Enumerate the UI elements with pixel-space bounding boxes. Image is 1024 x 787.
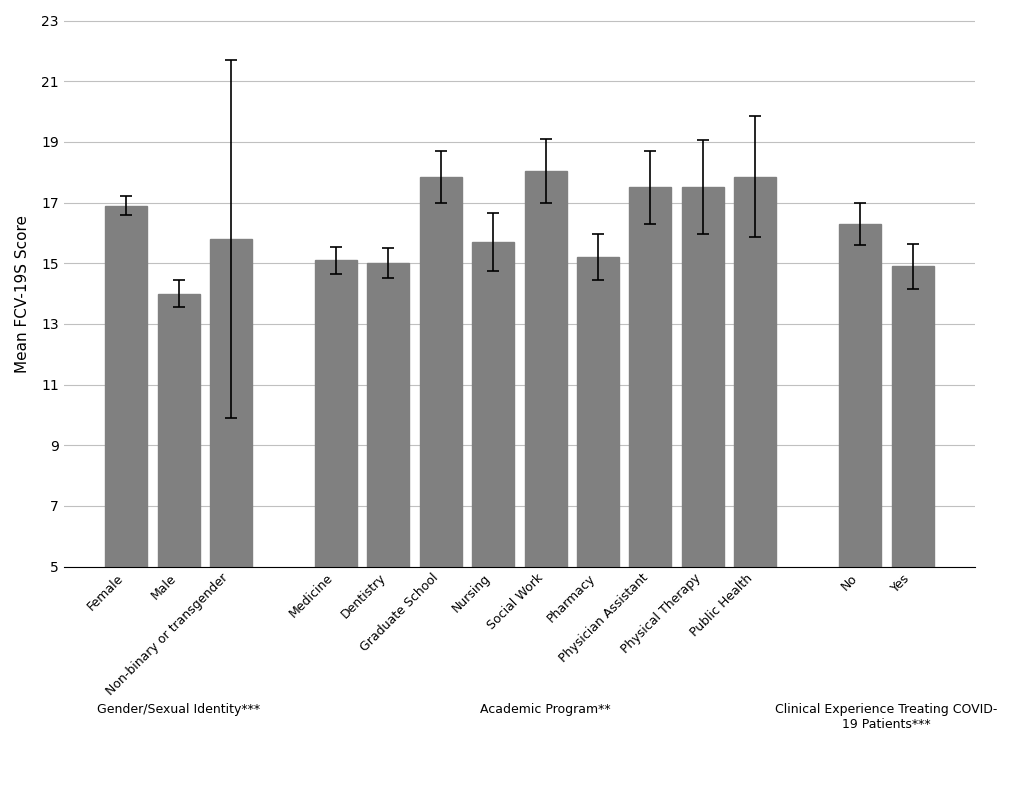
Bar (840, 224, 881, 719)
Text: Clinical Experience Treating COVID-
19 Patients***: Clinical Experience Treating COVID- 19 P… (775, 703, 997, 731)
Bar (210, 239, 252, 719)
Text: Academic Program**: Academic Program** (480, 703, 611, 716)
Bar (420, 177, 462, 719)
Bar (578, 257, 618, 719)
Bar (734, 177, 776, 719)
Bar (892, 266, 934, 719)
Bar (472, 242, 514, 719)
Bar (368, 263, 410, 719)
Bar (105, 205, 147, 719)
Bar (630, 187, 672, 719)
Bar (524, 171, 566, 719)
Bar (314, 260, 356, 719)
Bar (158, 294, 200, 719)
Text: Gender/Sexual Identity***: Gender/Sexual Identity*** (97, 703, 260, 716)
Bar (682, 187, 724, 719)
Y-axis label: Mean FCV-19S Score: Mean FCV-19S Score (15, 215, 30, 372)
